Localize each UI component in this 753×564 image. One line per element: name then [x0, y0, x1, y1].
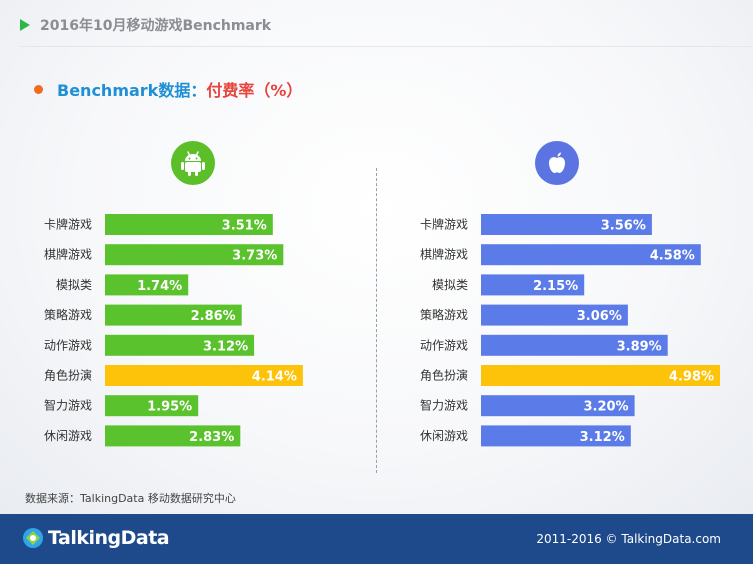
android-bar	[105, 244, 284, 266]
ios-payment-rate-chart: 卡牌游戏 3.56% 棋牌游戏 4.58% 模拟类 2.15% 策略游戏 3.06% 动作游戏 3…	[420, 214, 720, 447]
data-source: 数据来源：TalkingData 移动数据研究中心	[25, 492, 236, 505]
section-title-metric: 付费率（%）	[206, 81, 303, 100]
android-bar	[105, 304, 242, 326]
ios-value-label: 4.58%	[650, 249, 695, 264]
android-payment-rate-chart: 卡牌游戏 3.51% 棋牌游戏 3.73% 模拟类 1.74% 策略游戏 2.86% 动作游戏 3…	[44, 214, 303, 447]
ios-value-label: 3.56%	[601, 219, 646, 234]
ios-bar	[481, 395, 635, 417]
android-value-label: 2.86%	[191, 309, 236, 324]
ios-category-label: 模拟类	[432, 278, 468, 292]
android-bar	[105, 214, 273, 235]
ios-bar	[481, 365, 720, 386]
talkingdata-logo-icon	[23, 528, 43, 548]
ios-bar	[481, 244, 701, 266]
android-icon	[171, 141, 215, 185]
copyright: 2011-2016 © TalkingData.com	[536, 532, 721, 546]
android-bar	[105, 365, 303, 386]
ios-category-label: 角色扮演	[420, 368, 468, 383]
ios-value-label: 3.20%	[583, 400, 628, 415]
android-category-label: 智力游戏	[44, 398, 92, 413]
android-bar	[105, 274, 189, 296]
section-title-prefix: Benchmark数据：	[57, 81, 207, 100]
ios-value-label: 3.12%	[580, 430, 625, 445]
chart-divider	[376, 168, 377, 473]
android-category-label: 棋牌游戏	[44, 248, 92, 262]
android-category-label: 卡牌游戏	[44, 218, 92, 232]
brand-logo: TalkingData	[22, 527, 170, 549]
apple-icon	[535, 141, 579, 185]
android-category-label: 策略游戏	[44, 307, 92, 322]
ios-value-label: 2.15%	[533, 279, 578, 294]
ios-category-label: 动作游戏	[420, 338, 468, 352]
ios-bar	[481, 304, 628, 326]
android-value-label: 3.73%	[232, 249, 277, 264]
page-title: 2016年10月移动游戏Benchmark	[40, 18, 272, 34]
android-category-label: 角色扮演	[44, 368, 92, 383]
ios-category-label: 智力游戏	[420, 398, 468, 413]
android-bar	[105, 334, 255, 356]
ios-category-label: 休闲游戏	[420, 429, 468, 443]
ios-category-label: 棋牌游戏	[420, 248, 468, 262]
android-category-label: 休闲游戏	[44, 429, 92, 443]
section-title: Benchmark数据：付费率（%）	[34, 77, 302, 101]
ios-category-label: 策略游戏	[420, 307, 468, 322]
header-divider	[20, 46, 753, 47]
ios-value-label: 4.98%	[669, 370, 714, 385]
android-value-label: 4.14%	[252, 370, 297, 385]
android-bar	[105, 425, 241, 447]
page-header: 2016年10月移动游戏Benchmark	[20, 14, 271, 36]
android-value-label: 3.12%	[203, 339, 248, 354]
android-category-label: 模拟类	[56, 278, 92, 292]
ios-value-label: 3.89%	[617, 339, 662, 354]
android-value-label: 1.95%	[147, 400, 192, 415]
android-value-label: 3.51%	[222, 219, 267, 234]
android-category-label: 动作游戏	[44, 338, 92, 352]
android-value-label: 1.74%	[137, 279, 182, 294]
play-icon	[20, 19, 30, 31]
ios-bar	[481, 214, 652, 235]
android-value-label: 2.83%	[189, 430, 234, 445]
ios-category-label: 卡牌游戏	[420, 218, 468, 232]
ios-value-label: 3.06%	[577, 309, 622, 324]
brand-name: TalkingData	[48, 527, 170, 549]
ios-bar	[481, 334, 668, 356]
ios-bar	[481, 425, 631, 447]
ios-bar	[481, 274, 585, 296]
android-bar	[105, 395, 199, 417]
bullet-dot-icon	[34, 84, 43, 94]
footer: TalkingData 2011-2016 © TalkingData.com	[0, 514, 753, 564]
